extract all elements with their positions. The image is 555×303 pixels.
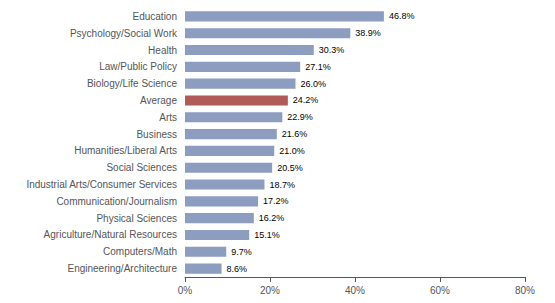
svg-text:46.8%: 46.8% (389, 11, 415, 21)
svg-text:0%: 0% (178, 285, 193, 296)
svg-text:Humanities/Liberal Arts: Humanities/Liberal Arts (74, 145, 177, 156)
svg-text:Psychology/Social Work: Psychology/Social Work (70, 28, 178, 39)
svg-text:22.9%: 22.9% (287, 112, 313, 122)
svg-text:Computers/Math: Computers/Math (103, 246, 177, 257)
svg-text:18.7%: 18.7% (269, 180, 295, 190)
svg-text:Health: Health (148, 45, 177, 56)
svg-text:38.9%: 38.9% (355, 28, 381, 38)
svg-text:26.0%: 26.0% (301, 79, 327, 89)
svg-text:Communication/Journalism: Communication/Journalism (56, 196, 177, 207)
svg-text:Biology/Life Science: Biology/Life Science (87, 78, 177, 89)
svg-text:17.2%: 17.2% (263, 196, 289, 206)
svg-text:40%: 40% (345, 285, 365, 296)
svg-text:27.1%: 27.1% (305, 62, 331, 72)
svg-text:80%: 80% (515, 285, 535, 296)
svg-text:8.6%: 8.6% (227, 264, 248, 274)
svg-text:30.3%: 30.3% (319, 45, 345, 55)
svg-text:Business: Business (136, 129, 177, 140)
svg-text:Law/Public Policy: Law/Public Policy (99, 61, 177, 72)
svg-text:Average: Average (140, 95, 178, 106)
svg-text:Education: Education (133, 11, 177, 22)
svg-text:21.0%: 21.0% (279, 146, 305, 156)
svg-text:9.7%: 9.7% (231, 247, 252, 257)
svg-text:Arts: Arts (159, 112, 177, 123)
svg-text:60%: 60% (430, 285, 450, 296)
svg-text:Engineering/Architecture: Engineering/Architecture (67, 263, 177, 274)
svg-text:21.6%: 21.6% (282, 129, 308, 139)
svg-text:20%: 20% (260, 285, 280, 296)
svg-text:20.5%: 20.5% (277, 163, 303, 173)
svg-text:15.1%: 15.1% (254, 230, 280, 240)
svg-text:Agriculture/Natural Resources: Agriculture/Natural Resources (44, 229, 177, 240)
svg-text:16.2%: 16.2% (259, 213, 285, 223)
svg-text:Industrial Arts/Consumer Servi: Industrial Arts/Consumer Services (26, 179, 177, 190)
svg-text:24.2%: 24.2% (293, 95, 319, 105)
svg-text:Physical Sciences: Physical Sciences (96, 213, 177, 224)
svg-text:Social Sciences: Social Sciences (106, 162, 177, 173)
